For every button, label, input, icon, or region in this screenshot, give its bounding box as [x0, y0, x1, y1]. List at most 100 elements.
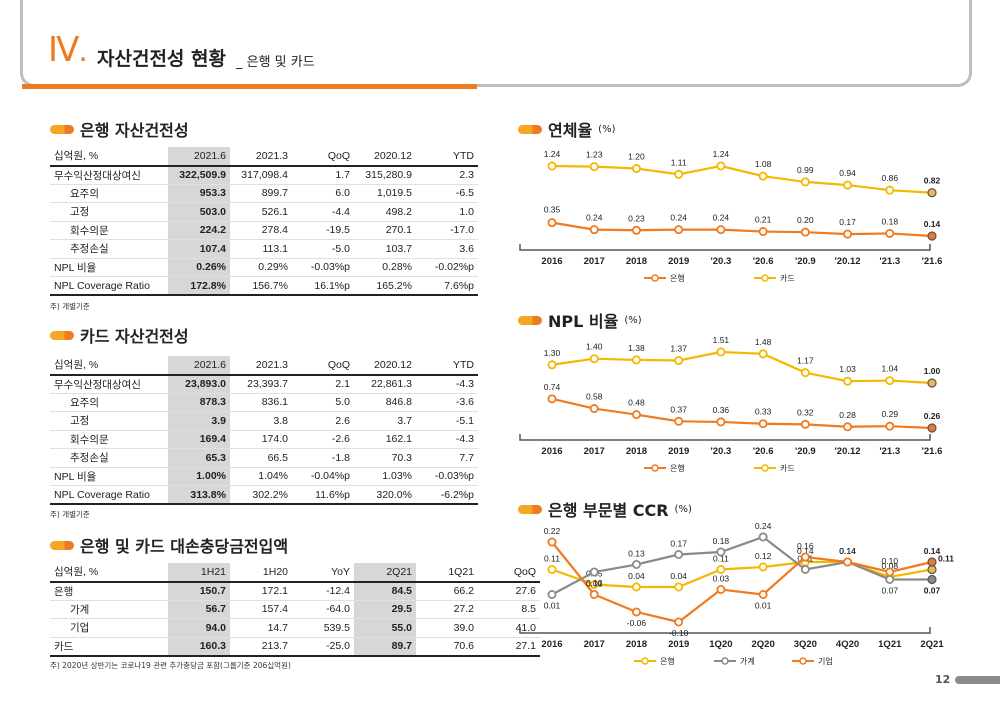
x-tick-label: '20.12	[835, 256, 861, 267]
data-label: 0.08	[882, 561, 899, 571]
data-point	[674, 582, 684, 592]
card-table-note: 주) 개별기준	[50, 510, 90, 519]
data-point	[716, 565, 726, 575]
series-line-1	[551, 350, 933, 385]
table-cell: 11.6%p	[292, 485, 354, 505]
data-label: 0.33	[755, 407, 772, 417]
table-cell: -0.03%p	[292, 257, 354, 277]
table-cell: 174.0	[230, 430, 292, 449]
data-label: 0.14	[924, 546, 941, 556]
table-cell: -4.3	[416, 374, 478, 394]
data-label: 1.24	[713, 149, 730, 159]
table-header-cell: 2021.3	[230, 147, 292, 167]
data-point	[716, 585, 726, 595]
data-point	[885, 228, 895, 238]
table-row: NPL Coverage Ratio 172.8% 156.7% 16.1%p 165.…	[50, 276, 478, 296]
data-label: 1.11	[671, 157, 687, 167]
legend-label: 은행	[660, 656, 675, 666]
page-number: 12	[935, 673, 951, 686]
series-line-0	[551, 221, 933, 238]
data-label: 0.01	[755, 601, 772, 611]
data-label: 0.99	[797, 165, 814, 175]
table-cell: 추정손실	[50, 239, 168, 259]
delinquency-chart: 2016 2017 2018 2019 '20.3 '20.6 '20.9 '20.12 '21…	[519, 149, 942, 283]
data-point	[631, 164, 641, 174]
series-line-1	[551, 535, 932, 596]
table-header-cell: 2021.3	[230, 356, 292, 376]
x-tick-label: 2019	[668, 256, 689, 267]
table-cell: NPL 비율	[50, 257, 168, 277]
card-quality-table: 십억원, % 2021.6 2021.3 QoQ 2020.12 YTD 무수익산정대상여신…	[50, 356, 478, 505]
table-cell: 270.1	[354, 221, 416, 240]
provision-section-title: 은행 및 카드 대손충당금전입액	[80, 537, 289, 556]
table-cell: 84.5	[354, 581, 416, 601]
table-cell: 고정	[50, 202, 168, 222]
table-cell: NPL Coverage Ratio	[50, 276, 168, 296]
bank-section-heading: 은행 자산건전성	[50, 117, 189, 141]
legend-marker	[761, 274, 769, 282]
table-cell: 2.6	[292, 411, 354, 431]
table-cell: 8.5	[478, 600, 540, 619]
page-subtitle: _ 은행 및 카드	[236, 55, 315, 70]
table-header-cell: 2021.6	[168, 356, 230, 376]
table-row: 고정 503.0 526.1 -4.4 498.2 1.0	[50, 202, 478, 222]
table-cell: 836.1	[230, 393, 292, 412]
bank-section-title: 은행 자산건전성	[80, 121, 189, 140]
table-cell: 172.8%	[168, 276, 230, 296]
data-label: 0.94	[839, 168, 856, 178]
table-header-row: 십억원, % 2021.6 2021.3 QoQ 2020.12 YTD	[50, 147, 478, 167]
data-label: 1.00	[924, 366, 941, 376]
series-line-0	[551, 560, 933, 589]
data-point	[631, 225, 641, 235]
x-tick-label: 2016	[541, 256, 562, 267]
x-tick-label: '20.9	[795, 446, 816, 457]
table-cell: 27.1	[478, 636, 540, 657]
data-label: 0.18	[882, 216, 899, 226]
table-header-cell: 1H21	[168, 563, 230, 583]
legend-marker	[651, 464, 659, 472]
table-cell: 315,280.9	[354, 165, 416, 185]
table-header-cell: YoY	[292, 563, 354, 583]
table-cell: 추정손실	[50, 448, 168, 468]
table-cell: 2.1	[292, 374, 354, 394]
data-label: 0.32	[797, 407, 814, 417]
table-row: 무수익산정대상여신 322,509.9 317,098.4 1.7 315,280.9 2…	[50, 165, 478, 185]
table-cell: 150.7	[168, 581, 230, 601]
table-cell: 고정	[50, 411, 168, 431]
table-cell: 0.28%	[354, 257, 416, 277]
table-cell: -2.6	[292, 430, 354, 449]
table-cell: 320.0%	[354, 485, 416, 505]
table-cell: 165.2%	[354, 276, 416, 296]
table-cell: 은행	[50, 581, 168, 601]
data-point	[758, 171, 768, 181]
table-cell: 14.7	[230, 618, 292, 638]
npl-chart-unit: (%)	[624, 314, 642, 326]
data-point	[716, 225, 726, 235]
data-point	[589, 580, 599, 590]
data-label: 0.21	[755, 215, 772, 225]
table-row: 고정 3.9 3.8 2.6 3.7 -5.1	[50, 411, 478, 431]
table-cell: 5.0	[292, 393, 354, 412]
x-tick-label: 1Q21	[878, 639, 902, 650]
data-point	[885, 376, 895, 386]
table-cell: 39.0	[416, 618, 478, 638]
table-cell: 카드	[50, 636, 168, 657]
data-label: 1.17	[797, 356, 814, 366]
bullet-pill-icon	[50, 540, 74, 550]
data-point	[758, 227, 768, 237]
header-accent-bar	[22, 84, 477, 89]
data-point	[589, 590, 599, 600]
table-cell: 3.7	[354, 411, 416, 431]
table-cell: 7.7	[416, 448, 478, 468]
legend-label: 기업	[818, 657, 833, 666]
bullet-pill-icon	[518, 124, 542, 134]
data-label: 1.03	[839, 364, 856, 374]
data-label: 0.23	[628, 213, 645, 223]
bank-quality-table: 십억원, % 2021.6 2021.3 QoQ 2020.12 YTD 무수익산정대상여신…	[50, 147, 478, 296]
series-line-2	[551, 541, 933, 624]
table-row: NPL 비율 0.26% 0.29% -0.03%p 0.28% -0.02%p	[50, 257, 478, 277]
table-cell: 기업	[50, 618, 168, 638]
table-cell: 2.3	[416, 165, 478, 185]
npl-ratio-chart: 2016 2017 2018 2019 '20.3 '20.6 '20.9 '20.12 '21…	[519, 335, 942, 473]
table-cell: 요주의	[50, 393, 168, 412]
